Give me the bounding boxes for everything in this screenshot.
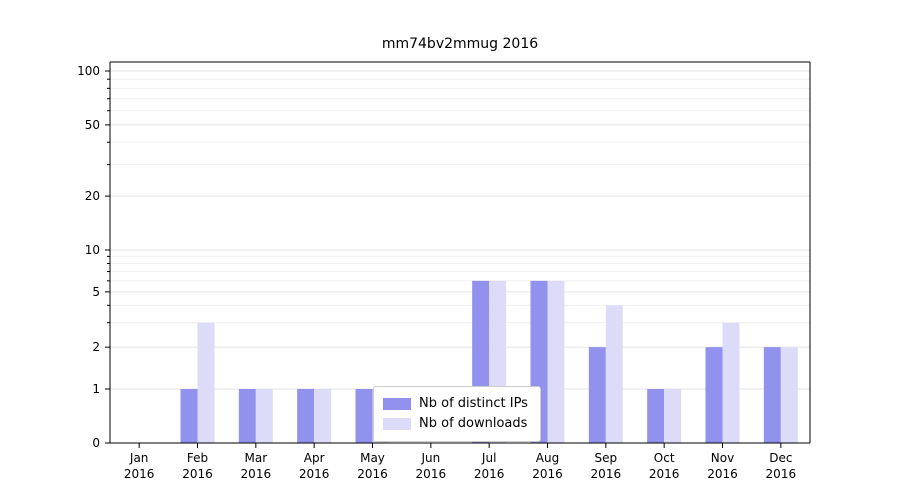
bar-downloads: [197, 322, 215, 443]
bar-distinct-ips: [238, 389, 256, 443]
x-tick-label-month: Jun: [420, 451, 440, 465]
bar-downloads: [547, 280, 565, 443]
x-tick-label-year: 2016: [416, 467, 447, 481]
x-tick-label-month: Jul: [481, 451, 496, 465]
y-tick-label: 10: [85, 243, 100, 257]
bar-distinct-ips: [705, 347, 723, 443]
bar-distinct-ips: [355, 389, 373, 443]
x-tick-label-month: Aug: [536, 451, 559, 465]
chart-title: mm74bv2mmug 2016: [381, 36, 539, 52]
bar-downloads: [664, 389, 682, 443]
bar-distinct-ips: [588, 347, 606, 443]
x-tick-label-month: Sep: [595, 451, 618, 465]
legend-item-distinct-ips: Nb of distinct IPs: [383, 394, 528, 414]
x-tick-label-month: Oct: [654, 451, 675, 465]
legend: Nb of distinct IPs Nb of downloads: [373, 386, 541, 443]
y-tick-label: 20: [85, 189, 100, 203]
bar-downloads: [780, 347, 798, 443]
bar-downloads: [314, 389, 332, 443]
x-tick-label-year: 2016: [649, 467, 680, 481]
y-tick-label: 0: [92, 436, 100, 450]
x-tick-label-month: Apr: [304, 451, 325, 465]
bar-distinct-ips: [647, 389, 665, 443]
x-tick-label-year: 2016: [766, 467, 797, 481]
x-tick-label-month: Mar: [245, 451, 268, 465]
legend-item-downloads: Nb of downloads: [383, 414, 528, 434]
y-tick-label: 100: [77, 64, 100, 78]
y-tick-label: 2: [92, 340, 100, 354]
x-tick-label-month: Jan: [129, 451, 149, 465]
y-tick-label: 5: [92, 285, 100, 299]
legend-label-distinct-ips: Nb of distinct IPs: [419, 396, 528, 411]
x-tick-label-month: Nov: [711, 451, 734, 465]
bar-distinct-ips: [297, 389, 315, 443]
x-tick-label-year: 2016: [707, 467, 738, 481]
bar-distinct-ips: [180, 389, 198, 443]
legend-label-downloads: Nb of downloads: [419, 416, 528, 432]
x-tick-label-year: 2016: [474, 467, 505, 481]
y-tick-label: 1: [92, 382, 100, 396]
x-tick-label-month: May: [360, 451, 385, 465]
x-tick-label-month: Feb: [187, 451, 208, 465]
x-tick-label-year: 2016: [124, 467, 155, 481]
bar-downloads: [255, 389, 273, 443]
x-tick-label-year: 2016: [182, 467, 213, 481]
x-tick-label-month: Dec: [769, 451, 792, 465]
x-tick-label-year: 2016: [357, 467, 388, 481]
bar-downloads: [722, 322, 740, 443]
x-tick-label-year: 2016: [241, 467, 272, 481]
legend-swatch-downloads: [383, 418, 411, 431]
x-tick-label-year: 2016: [299, 467, 330, 481]
x-tick-label-year: 2016: [591, 467, 622, 481]
bar-downloads: [605, 305, 623, 443]
y-tick-label: 50: [85, 118, 100, 132]
bar-distinct-ips: [763, 347, 781, 443]
legend-swatch-distinct-ips: [383, 398, 411, 411]
x-tick-label-year: 2016: [532, 467, 563, 481]
